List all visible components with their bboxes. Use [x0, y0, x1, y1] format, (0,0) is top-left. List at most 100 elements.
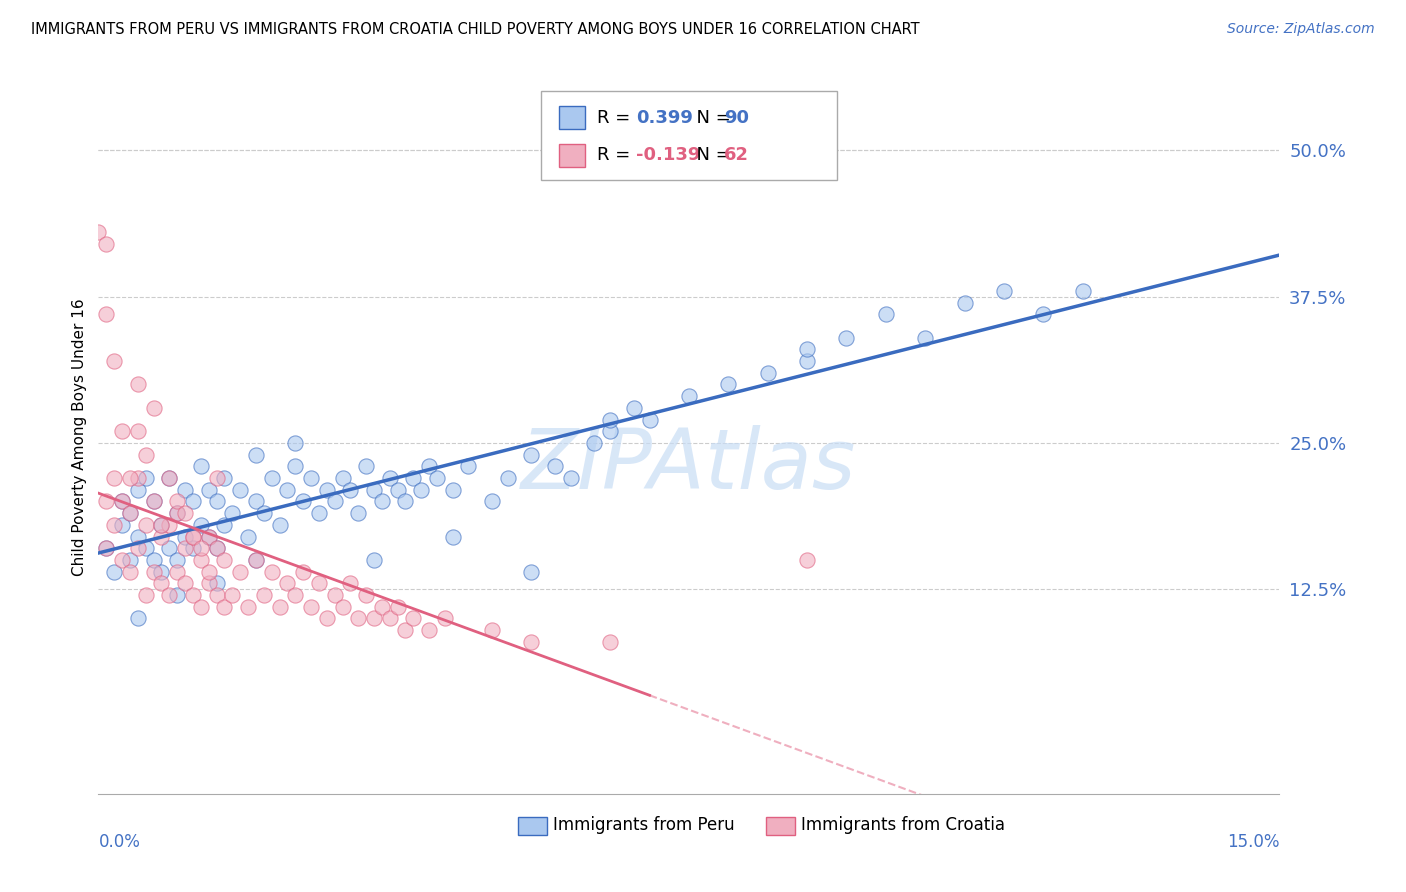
Point — [197, 576, 219, 591]
Point — [308, 576, 330, 591]
Point — [150, 529, 173, 543]
Point — [993, 284, 1015, 298]
Point — [756, 366, 779, 380]
Point — [402, 471, 425, 485]
Point — [221, 506, 243, 520]
Point — [441, 529, 464, 543]
Point — [371, 494, 394, 508]
Point — [520, 448, 543, 462]
Point — [481, 494, 503, 508]
Point — [197, 565, 219, 579]
Point — [378, 471, 401, 485]
Point — [118, 506, 141, 520]
Point — [363, 483, 385, 497]
Point — [118, 565, 141, 579]
Point — [371, 599, 394, 614]
Point — [544, 459, 567, 474]
Point — [433, 611, 456, 625]
Point — [520, 635, 543, 649]
Point — [118, 553, 141, 567]
Point — [197, 529, 219, 543]
Point — [292, 494, 315, 508]
Point — [363, 553, 385, 567]
Point — [245, 494, 267, 508]
Point — [166, 494, 188, 508]
Point — [323, 494, 346, 508]
Point — [411, 483, 433, 497]
Point — [157, 471, 180, 485]
Text: N =: N = — [685, 146, 737, 164]
FancyBboxPatch shape — [517, 817, 547, 835]
Point — [426, 471, 449, 485]
Point — [332, 599, 354, 614]
Point — [332, 471, 354, 485]
Point — [583, 436, 606, 450]
Point — [354, 459, 377, 474]
Point — [363, 611, 385, 625]
Point — [441, 483, 464, 497]
Point — [96, 307, 118, 321]
Point — [157, 517, 180, 532]
Point — [181, 541, 204, 556]
Point — [796, 553, 818, 567]
Point — [269, 599, 291, 614]
Point — [166, 506, 188, 520]
Point — [236, 529, 259, 543]
Point — [481, 623, 503, 637]
Point — [157, 541, 180, 556]
Point — [166, 506, 188, 520]
Point — [205, 588, 228, 602]
Point — [418, 623, 440, 637]
Point — [111, 553, 134, 567]
Point — [103, 354, 125, 368]
Point — [638, 412, 661, 426]
Text: 0.0%: 0.0% — [98, 833, 141, 851]
Point — [96, 494, 118, 508]
Point — [457, 459, 479, 474]
Text: 0.399: 0.399 — [636, 109, 693, 127]
Point — [339, 576, 361, 591]
Point — [205, 541, 228, 556]
Point — [135, 588, 157, 602]
Point — [142, 553, 165, 567]
Point — [111, 517, 134, 532]
Point — [205, 576, 228, 591]
Point — [96, 541, 118, 556]
Point — [875, 307, 897, 321]
Point — [127, 377, 149, 392]
Point — [190, 553, 212, 567]
Text: Immigrants from Croatia: Immigrants from Croatia — [801, 816, 1005, 834]
Point — [245, 448, 267, 462]
Point — [103, 517, 125, 532]
Point — [197, 483, 219, 497]
Point — [323, 588, 346, 602]
Point — [111, 424, 134, 438]
Point — [245, 553, 267, 567]
Text: Source: ZipAtlas.com: Source: ZipAtlas.com — [1227, 22, 1375, 37]
Point — [315, 483, 337, 497]
Point — [402, 611, 425, 625]
Point — [181, 588, 204, 602]
Text: 15.0%: 15.0% — [1227, 833, 1279, 851]
Point — [260, 565, 283, 579]
Point — [127, 471, 149, 485]
Point — [717, 377, 740, 392]
Point — [166, 565, 188, 579]
Point — [127, 483, 149, 497]
Point — [166, 588, 188, 602]
Point — [205, 471, 228, 485]
Point — [190, 517, 212, 532]
Point — [229, 565, 252, 579]
Point — [914, 331, 936, 345]
Point — [190, 541, 212, 556]
Point — [111, 494, 134, 508]
Point — [394, 623, 416, 637]
Point — [127, 529, 149, 543]
Point — [520, 565, 543, 579]
Point — [197, 529, 219, 543]
Point — [308, 506, 330, 520]
Text: 62: 62 — [724, 146, 749, 164]
Point — [166, 553, 188, 567]
Point — [127, 424, 149, 438]
Point — [253, 588, 276, 602]
